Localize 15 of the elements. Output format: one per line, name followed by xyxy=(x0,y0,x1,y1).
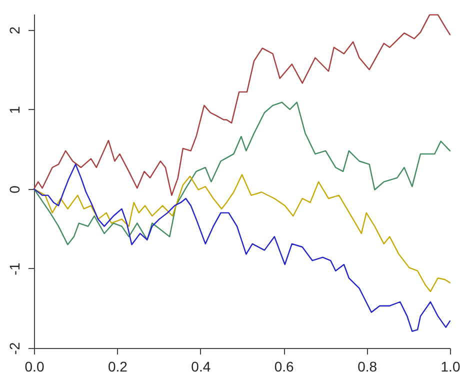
x-tick-label: 0.8 xyxy=(358,358,378,374)
x-tick-label: 0.6 xyxy=(274,358,294,374)
x-tick-label: 0.2 xyxy=(108,358,128,374)
x-tick-label: 1.0 xyxy=(440,358,460,374)
y-tick-label: 2 xyxy=(6,26,22,34)
y-tick-label: 1 xyxy=(6,106,22,114)
line-series xyxy=(33,164,451,332)
x-tick-label: 0.4 xyxy=(191,358,211,374)
y-tick-label: 0 xyxy=(6,185,22,194)
line-series xyxy=(33,174,451,292)
line-series xyxy=(33,14,451,196)
line-series xyxy=(33,102,451,246)
x-tick-label: 0.0 xyxy=(24,358,44,374)
y-tick-label: -1 xyxy=(6,262,22,276)
y-tick-label: -2 xyxy=(6,342,22,355)
